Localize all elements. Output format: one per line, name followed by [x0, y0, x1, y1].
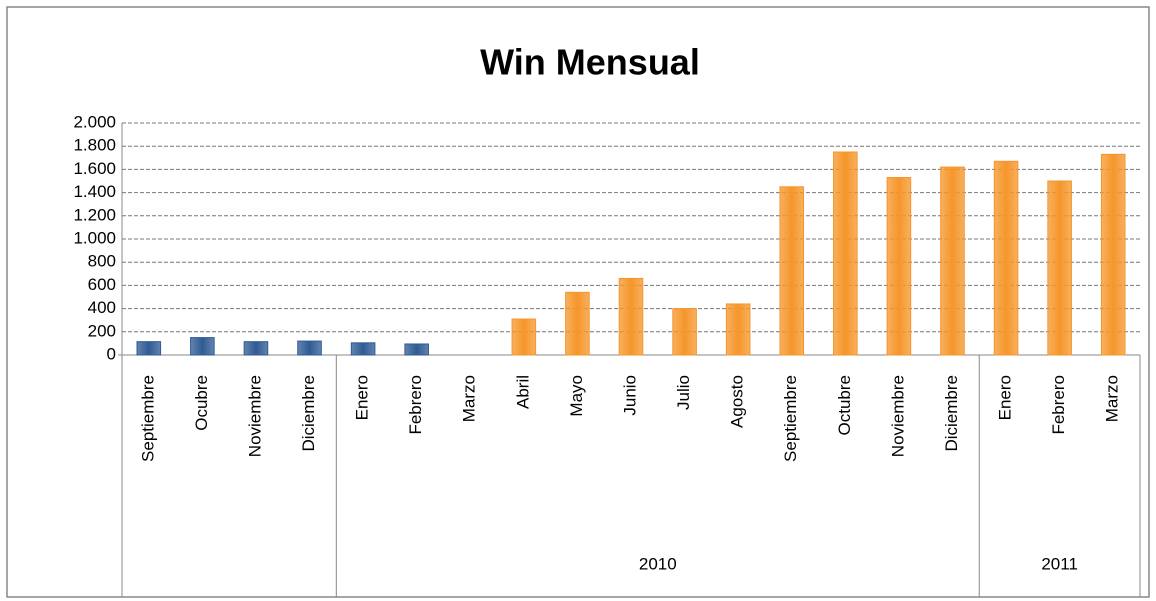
x-tick-label: Febrero: [406, 375, 425, 435]
x-tick-label: Ocubre: [192, 375, 211, 431]
bar: [404, 343, 429, 356]
x-tick-label: Enero: [996, 375, 1015, 420]
bar: [886, 177, 912, 356]
x-tick-label: Enero: [353, 375, 372, 420]
bar: [1047, 180, 1072, 356]
x-tick-label: Octubre: [835, 375, 854, 435]
chart-title: Win Mensual: [480, 42, 700, 83]
x-tick-label: Junio: [620, 375, 639, 416]
bar: [618, 277, 644, 356]
group-label: 2010: [639, 554, 677, 573]
bar: [243, 341, 269, 356]
x-tick-label: Noviembre: [888, 375, 907, 457]
bar: [350, 342, 376, 356]
x-tick-label: Diciembre: [299, 375, 318, 452]
y-tick-label: 1.600: [73, 159, 116, 178]
bar: [565, 291, 590, 356]
y-tick-label: 1.400: [73, 182, 116, 201]
bar: [833, 151, 858, 356]
x-tick-label: Abril: [513, 375, 532, 409]
y-tick-label: 800: [88, 252, 116, 271]
x-tick-label: Septiembre: [138, 375, 157, 462]
bar: [297, 340, 322, 356]
x-tick-label: Septiembre: [781, 375, 800, 462]
y-tick-label: 0: [107, 344, 116, 363]
bar: [136, 341, 162, 356]
y-tick-label: 200: [88, 321, 116, 340]
x-tick-label: Febrero: [1049, 375, 1068, 435]
y-tick-label: 400: [88, 298, 116, 317]
bar: [940, 166, 965, 356]
bar: [993, 160, 1019, 356]
bar: [672, 308, 697, 356]
y-tick-label: 1.800: [73, 136, 116, 155]
x-tick-label: Agosto: [728, 375, 747, 428]
bar: [511, 318, 537, 356]
y-tick-label: 600: [88, 275, 116, 294]
bar: [725, 303, 751, 356]
x-tick-label: Marzo: [460, 375, 479, 422]
bar: [1100, 153, 1126, 356]
y-tick-label: 1.200: [73, 205, 116, 224]
x-tick-label: Mayo: [567, 375, 586, 417]
y-tick-label: 2.000: [73, 112, 116, 131]
x-tick-label: Julio: [674, 375, 693, 410]
group-label: 2011: [1041, 554, 1078, 573]
x-tick-label: Noviembre: [245, 375, 264, 457]
x-tick-label: Marzo: [1103, 375, 1122, 422]
bar: [779, 186, 805, 356]
bar: [190, 337, 215, 356]
y-tick-label: 1.000: [73, 228, 116, 247]
x-tick-label: Diciembre: [942, 375, 961, 452]
